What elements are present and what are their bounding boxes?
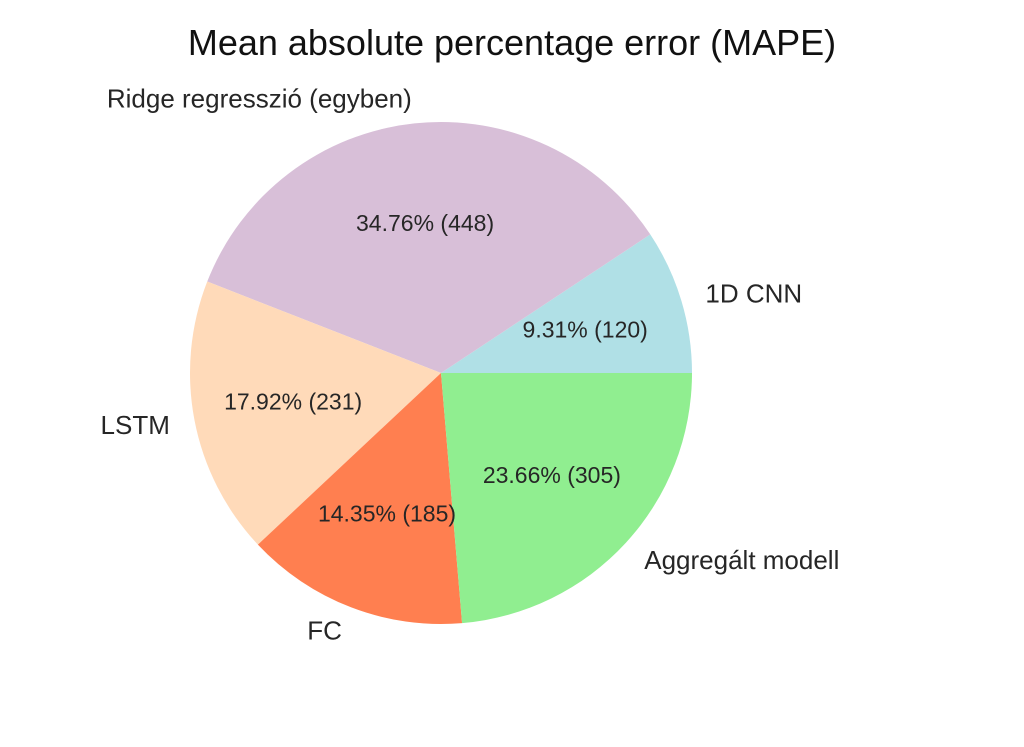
pie-slice-lstm: [189, 281, 441, 545]
slice-label-aggregalt-modell: Aggregált modell: [644, 545, 839, 575]
percent-label-1d-cnn: 9.31% (120): [523, 317, 648, 343]
chart-title: Mean absolute percentage error (MAPE): [187, 22, 837, 63]
slice-label-ridge-regresszio-egyben: Ridge regresszió (egyben): [107, 83, 412, 113]
slice-label-lstm: LSTM: [101, 410, 170, 440]
pie-slice-1d-cnn: [441, 234, 692, 373]
percent-label-lstm: 17.92% (231): [224, 388, 362, 414]
slice-label-1d-cnn: 1D CNN: [705, 278, 802, 308]
percent-label-aggregalt-modell: 23.66% (305): [483, 462, 621, 488]
slice-label-fc: FC: [307, 616, 342, 646]
pie-slice-aggregalt-modell: [441, 373, 692, 624]
percent-label-fc: 14.35% (185): [318, 501, 456, 527]
pie-slice-fc: [257, 373, 463, 624]
pie-slice-ridge-regresszio-egyben: [207, 122, 651, 374]
percent-label-ridge-regresszio-egyben: 34.76% (448): [356, 210, 494, 236]
